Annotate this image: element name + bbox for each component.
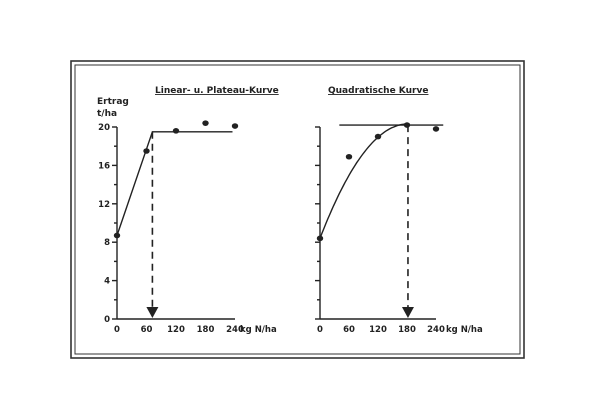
x-tick-label: 60 <box>141 325 153 335</box>
x-tick-label: 240 <box>226 325 244 335</box>
x-tick-label: 0 <box>317 325 323 335</box>
x-tick-label: 180 <box>398 325 416 335</box>
data-point <box>432 126 440 132</box>
x-tick-label: 180 <box>197 325 215 335</box>
chart-2-axes <box>315 126 436 320</box>
y-axis-unit: t/ha <box>97 109 117 119</box>
optimum-arrow <box>401 307 414 318</box>
chart-1-axes <box>112 126 235 320</box>
data-point <box>202 120 209 126</box>
y-tick-label: 4 <box>104 277 110 287</box>
chart-2-tick-labels: 0 60 120 180 240 <box>317 325 445 335</box>
chart-1-curve-layer <box>116 131 233 318</box>
x-tick-label: 120 <box>167 325 185 335</box>
chart-2-curve-layer <box>319 123 444 318</box>
chart-1-points <box>113 120 239 239</box>
chart-1-title: Linear- u. Plateau-Kurve <box>155 86 279 96</box>
chart-linear-plateau: Linear- u. Plateau-Kurve Ertrag t/ha 0 4 8… <box>97 86 279 335</box>
y-tick-label: 0 <box>104 315 110 325</box>
data-point <box>316 235 324 242</box>
inner-frame <box>74 64 521 355</box>
chart-1-tick-labels: 0 4 8 12 16 20 0 60 120 180 240 <box>98 123 244 335</box>
x-tick-label: 60 <box>343 325 355 335</box>
chart-1-x-axis-label: kg N/ha <box>240 325 277 335</box>
linear-plateau-curve <box>116 131 233 236</box>
y-tick-label: 8 <box>104 238 110 248</box>
data-point <box>172 128 180 134</box>
y-tick-label: 12 <box>98 200 110 210</box>
data-point <box>403 122 411 128</box>
data-point <box>345 153 353 160</box>
x-tick-label: 0 <box>114 325 120 335</box>
y-tick-label: 20 <box>98 123 110 133</box>
outer-frame <box>70 60 525 359</box>
x-tick-label: 120 <box>369 325 387 335</box>
chart-2-title: Quadratische Kurve <box>328 86 428 96</box>
data-point <box>113 232 121 239</box>
optimum-arrow <box>146 307 159 318</box>
data-point <box>231 123 239 129</box>
x-tick-label: 240 <box>427 325 445 335</box>
data-point <box>374 133 382 140</box>
quadratic-curve <box>319 123 408 239</box>
chart-quadratic: Quadratische Kurve 0 60 120 180 240 kg N/ha <box>315 86 483 335</box>
y-tick-label: 16 <box>98 161 110 171</box>
y-axis-label: Ertrag <box>97 97 129 107</box>
data-point <box>143 148 150 154</box>
chart-2-points <box>316 122 440 242</box>
chart-2-x-axis-label: kg N/ha <box>446 325 483 335</box>
